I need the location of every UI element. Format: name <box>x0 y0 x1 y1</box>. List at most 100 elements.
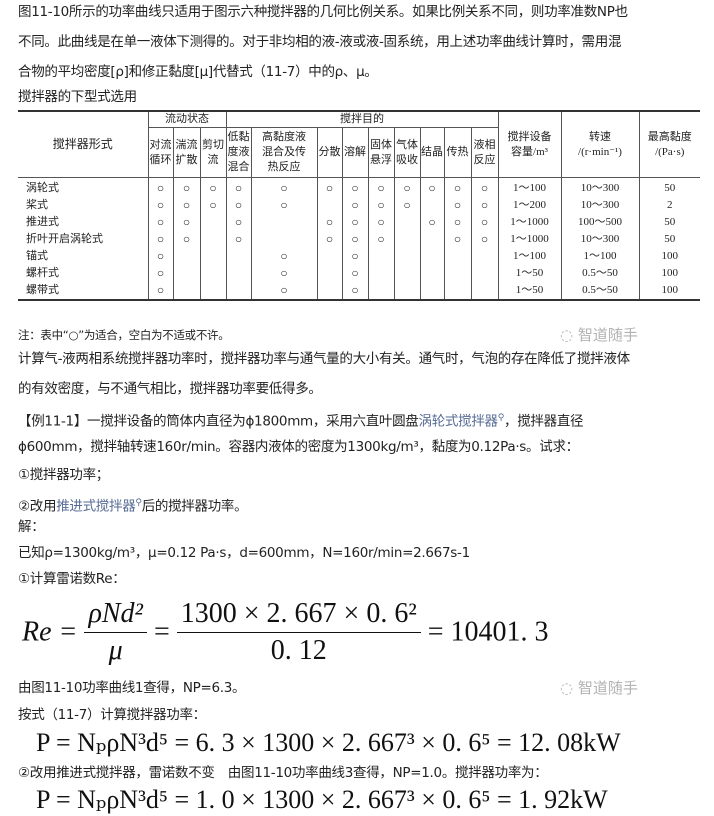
eq-den1: μ <box>108 635 123 666</box>
eq-lhs: Re = <box>22 616 78 648</box>
empty-cell <box>470 265 499 282</box>
suitable-mark: ○ <box>470 231 499 248</box>
empty-cell <box>199 248 227 265</box>
eq-equals: = <box>153 616 170 648</box>
watermark-text: 智道随手 <box>577 326 638 344</box>
header-max-viscosity: 最高黏度/(Pa·s) <box>638 111 700 178</box>
example-line-2: ϕ600mm，搅拌轴转速160r/min。容器内液体的密度为1300kg/m³，… <box>18 439 579 455</box>
empty-cell <box>443 248 472 265</box>
empty-cell <box>393 214 421 231</box>
suitable-mark: ○ <box>367 197 395 214</box>
magnifier-icon[interactable]: ⚲ <box>497 413 505 423</box>
suitable-mark: ○ <box>443 231 472 248</box>
viscosity-value: 2 <box>638 197 700 214</box>
suitable-mark: ○ <box>250 265 318 282</box>
empty-cell <box>250 231 318 248</box>
suitable-mark: ○ <box>367 177 395 197</box>
turbine-agitator-link[interactable]: 涡轮式搅拌器 <box>418 413 499 430</box>
table-row: 螺杆式 ○ ○ ○ 1～50 0.5～50 100 <box>18 265 700 282</box>
table-row: 推进式 ○ ○ ○ ○ ○ ○ ○ ○ ○ 1～1000 100～500 50 <box>18 214 700 231</box>
header-column: 传热 <box>443 127 472 178</box>
suitable-mark: ○ <box>147 248 174 265</box>
magnifier-icon[interactable]: ⚲ <box>135 498 142 508</box>
eq-den2: 0. 12 <box>270 635 327 666</box>
q2-text: ②改用 <box>18 498 57 515</box>
empty-cell <box>199 231 227 248</box>
eq-result: = 10401. 3 <box>427 616 549 648</box>
given-values: 已知ρ=1300kg/m³，μ=0.12 Pa·s，d=600mm，N=160r… <box>18 545 470 561</box>
speed-value: 1～100 <box>560 248 640 265</box>
table-row: 螺带式 ○ ○ ○ 1～50 0.5～50 100 <box>18 282 700 300</box>
suitable-mark: ○ <box>341 248 369 265</box>
suitable-mark: ○ <box>367 231 395 248</box>
table-row: 桨式 ○ ○ ○ ○ ○ ○ ○ ○ ○ ○ 1～200 10～300 2 <box>18 197 700 214</box>
agitator-type: 螺杆式 <box>18 265 149 282</box>
speed-value: 10～300 <box>560 197 640 214</box>
header-purpose: 搅拌目的 <box>225 111 499 128</box>
viscosity-value: 50 <box>638 214 700 231</box>
suitable-mark: ○ <box>393 197 421 214</box>
empty-cell <box>199 214 227 231</box>
watermark: ◌ 智道随手 <box>560 679 638 697</box>
suitable-mark: ○ <box>393 177 421 197</box>
watermark-text: 智道随手 <box>577 679 638 697</box>
suitable-mark: ○ <box>470 197 499 214</box>
power-equation-1: P = NₚρN³d⁵ = 6. 3 × 1300 × 2. 667³ × 0.… <box>36 728 621 757</box>
example-line-1: 【例11-1】一搅拌设备的筒体内直径为ϕ1800mm，采用六直叶圆盘涡轮式搅拌器… <box>18 406 584 430</box>
header-column: 高黏度液 混合及传 热反应 <box>250 127 318 178</box>
calc-label: 按式（11-7）计算搅拌器功率： <box>18 707 206 723</box>
suitable-mark: ○ <box>147 197 174 214</box>
suitable-mark: ○ <box>199 177 227 197</box>
table-caption: 搅拌器的下型式选用 <box>18 89 137 105</box>
step-1: ①计算雷诺数Re： <box>18 571 126 587</box>
empty-cell <box>316 197 343 214</box>
step-2: ②改用推进式搅拌器，雷诺数不变 由图11-10功率曲线3查得，NP=1.0。搅拌… <box>18 765 548 781</box>
suitable-mark: ○ <box>341 231 369 248</box>
suitable-mark: ○ <box>316 177 343 197</box>
agitator-type: 桨式 <box>18 197 149 214</box>
viscosity-value: 50 <box>638 231 700 248</box>
viscosity-value: 50 <box>638 177 700 197</box>
empty-cell <box>367 282 395 300</box>
intro-line-3: 合物的平均密度[ρ]和修正黏度[μ]代替式（11-7）中的ρ、μ。 <box>18 64 378 80</box>
suitable-mark: ○ <box>470 177 499 197</box>
empty-cell <box>419 265 445 282</box>
empty-cell <box>316 282 343 300</box>
np-lookup-1: 由图11-10功率曲线1查得，NP=6.3。 <box>18 680 246 696</box>
suitable-mark: ○ <box>172 214 201 231</box>
header-column: 固体 悬浮 <box>367 127 395 178</box>
empty-cell <box>419 231 445 248</box>
empty-cell <box>225 248 252 265</box>
suitable-mark: ○ <box>199 197 227 214</box>
agitator-type: 推进式 <box>18 214 149 231</box>
intro-line-2: 不同。此曲线是在单一液体下测得的。对于非均相的液-液或液-固系统，用上述功率曲线… <box>18 34 622 50</box>
empty-cell <box>393 231 421 248</box>
suitable-mark: ○ <box>172 177 201 197</box>
propeller-agitator-link[interactable]: 推进式搅拌器 <box>56 498 136 515</box>
agitator-type: 锚式 <box>18 248 149 265</box>
empty-cell <box>419 197 445 214</box>
speed-value: 0.5～50 <box>560 282 640 300</box>
empty-cell <box>419 248 445 265</box>
suitable-mark: ○ <box>225 177 252 197</box>
empty-cell <box>316 248 343 265</box>
example-text: 【例11-1】一搅拌设备的筒体内直径为ϕ1800mm，采用六直叶圆盘 <box>18 413 419 430</box>
capacity-value: 1～50 <box>497 265 562 282</box>
suitable-mark: ○ <box>341 177 369 197</box>
viscosity-value: 100 <box>638 282 700 300</box>
capacity-value: 1～100 <box>497 177 562 197</box>
q2-text-end: 后的搅拌器功率。 <box>141 498 248 515</box>
empty-cell <box>393 282 421 300</box>
eq-num2: 1300 × 2. 667 × 0. 6² <box>176 596 421 633</box>
suitable-mark: ○ <box>250 177 318 197</box>
header-speed: 转速/(r·min⁻¹) <box>560 111 640 178</box>
suitable-mark: ○ <box>341 214 369 231</box>
suitable-mark: ○ <box>341 265 369 282</box>
para2-line-2: 的有效密度，与不通气相比，搅拌器功率要低得多。 <box>18 381 322 397</box>
suitable-mark: ○ <box>147 177 174 197</box>
header-column: 分散 <box>316 127 343 178</box>
suitable-mark: ○ <box>147 265 174 282</box>
suitable-mark: ○ <box>172 197 201 214</box>
intro-line-1: 图11-10所示的功率曲线只适用于图示六种搅拌器的几何比例关系。如果比例关系不同… <box>18 4 628 20</box>
suitable-mark: ○ <box>443 214 472 231</box>
